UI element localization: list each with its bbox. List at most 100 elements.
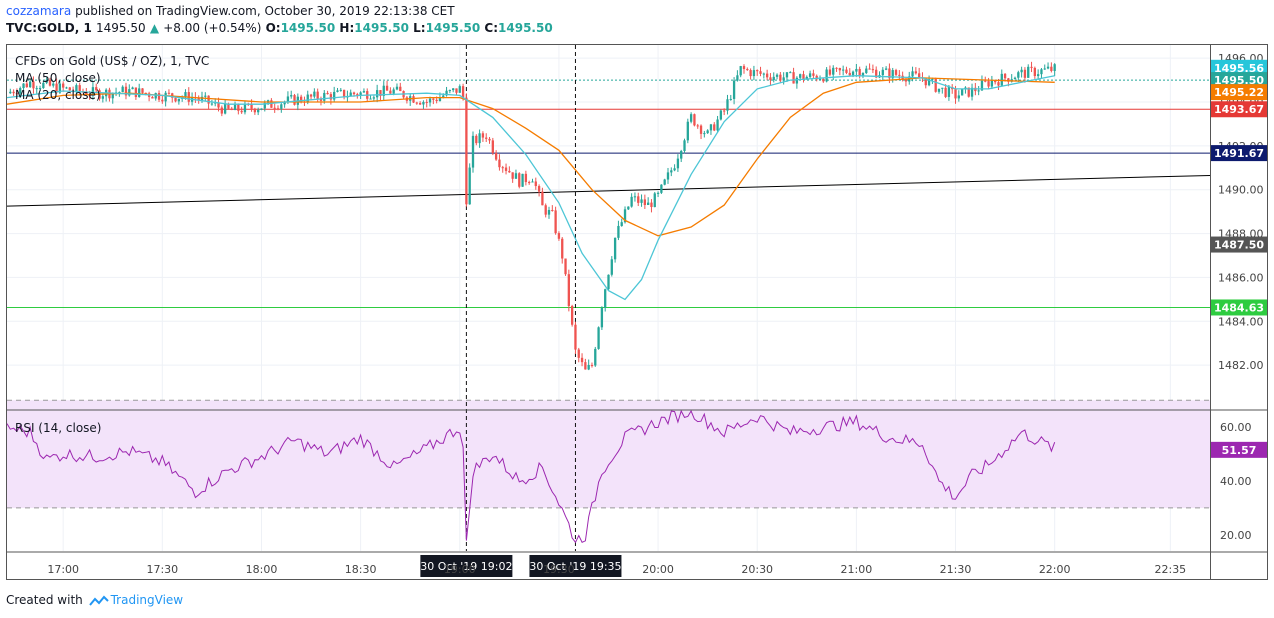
candle-body [888,68,891,79]
candle-body [38,87,42,89]
candle-body [329,94,333,100]
candle-body [35,88,38,90]
candle-body [574,324,577,350]
candle-body [620,222,623,226]
candle-body [481,133,485,138]
high-label: H: [339,21,355,35]
candle-body [647,202,650,206]
moving-averages [6,75,1055,301]
candle-body [637,196,640,203]
candle-body [498,159,501,168]
candle-body [835,67,838,69]
candle-body [458,86,461,93]
candle-body [812,73,815,76]
candle-body [514,173,518,179]
candle-body [987,81,990,87]
open-label: O: [265,21,281,35]
candle-body [425,101,428,103]
candle-body [55,83,58,93]
rsi-value-box [1211,441,1267,458]
tradingview-link[interactable]: TradingView [110,593,184,607]
candle-body [848,72,851,76]
chart-frame [6,44,1268,580]
candle-body [349,92,352,96]
published-text: published on TradingView.com, October 30… [75,4,455,18]
candle-body [280,104,283,109]
x-tick-label: 20:00 [642,563,674,576]
candle-body [994,80,997,83]
candle-body [666,172,670,180]
candle-body [759,71,762,74]
candle-body [967,87,970,97]
rsi-tick-label: 60.00 [1220,421,1252,434]
candle-body [382,85,385,96]
candle-body [894,70,898,75]
time-marker-label: 30 Oct '19 19:35 [529,560,621,573]
ma50-line [6,77,1055,237]
candle-body [154,93,157,99]
close-value: 1495.50 [498,21,553,35]
candle-body [789,72,792,74]
candle-body [217,102,220,108]
candle-body [808,73,812,77]
candle-body [706,130,709,134]
price-label-box [1211,101,1267,118]
candle-body [1023,69,1027,78]
candle-body [947,87,951,97]
candle-body [385,85,389,91]
candle-body [452,88,455,91]
candle-body [488,138,491,141]
candle-body [723,110,726,112]
candle-body [134,87,138,97]
candle-body [557,233,561,239]
x-tick-label: 21:00 [841,563,873,576]
candle-body [485,137,488,139]
price-label-box [1211,84,1267,101]
candle-body [832,67,835,75]
candle-body [779,74,782,81]
candle-body [478,133,481,144]
candle-body [600,307,604,328]
candle-body [587,364,590,370]
time-marker-badge [529,555,622,577]
author-link[interactable]: cozzamara [6,4,72,18]
candle-body [554,210,557,234]
candle-body [15,93,19,95]
candle-body [455,88,458,93]
candle-body [564,258,567,275]
candle-body [868,68,871,70]
candle-body [418,103,422,105]
candle-body [590,364,594,366]
rsi-line-group [6,409,1056,544]
candle-body [227,103,230,109]
candle-body [584,362,587,370]
candle-body [75,85,78,92]
candle-body [263,102,266,109]
candle-body [1036,74,1040,77]
candle-body [260,108,263,110]
rsi-title: RSI (14, close) [15,421,101,435]
vertical-markers: 30 Oct '19 19:02 30 Oct '19 19:35 [420,45,622,577]
candle-body [580,357,584,363]
candle-body [841,69,845,71]
rsi-tick-label: 40.00 [1220,475,1252,488]
candle-body [28,81,32,88]
candle-body [875,69,878,78]
candle-body [825,69,828,82]
x-tick-label: 19:00 [444,563,476,576]
candle-body [696,125,699,127]
candle-body [177,98,181,102]
price-label-box [1211,299,1267,316]
candle-body [276,108,280,110]
candle-body [306,94,309,103]
x-tick-label: 18:00 [246,563,278,576]
candle-body [22,83,25,89]
ma20-line [6,75,1055,301]
candle-body [838,68,842,71]
candle-body [323,92,326,101]
candle-body [19,88,22,94]
candle-body [504,167,508,171]
candle-body [118,92,121,94]
